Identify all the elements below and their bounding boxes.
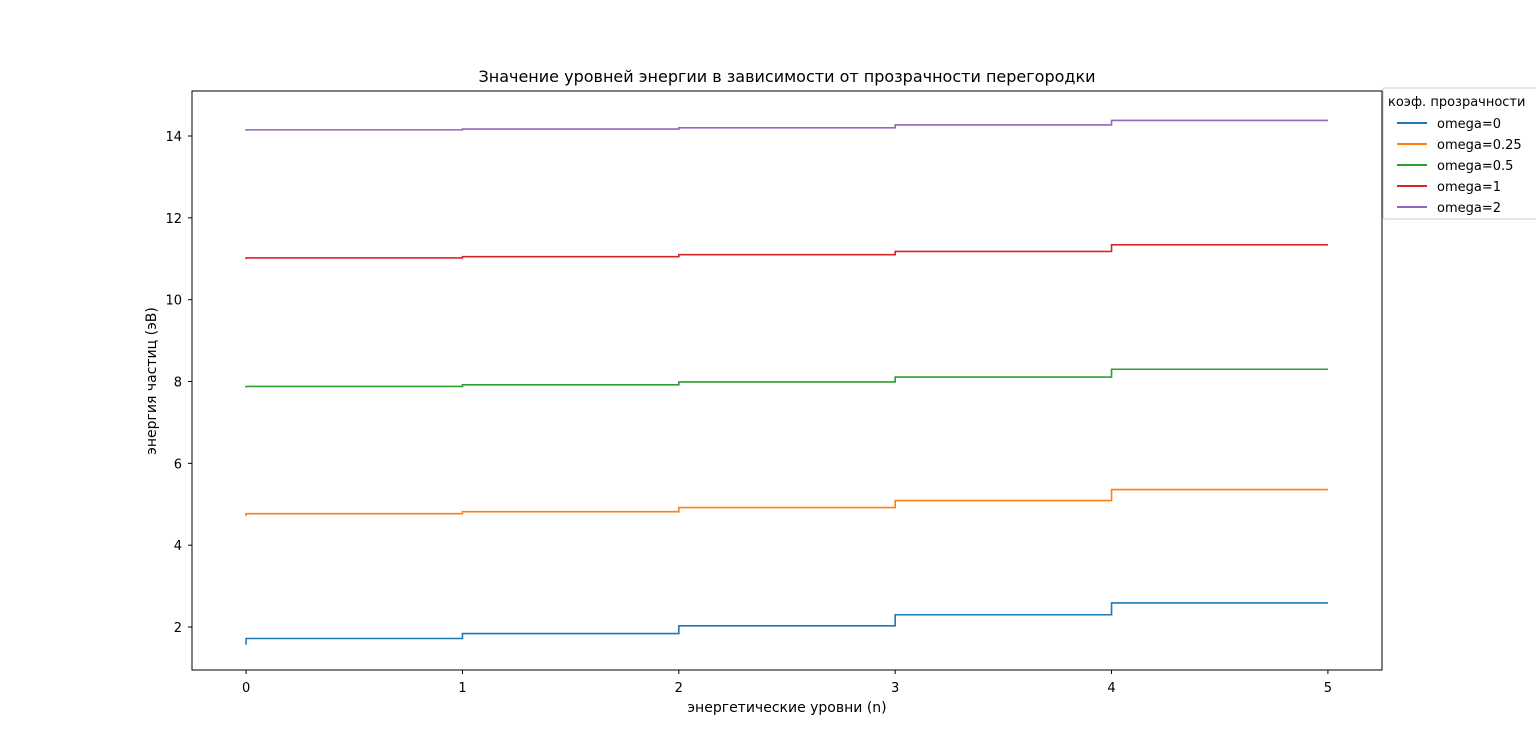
series-line-omega-0-25 [245,488,1328,517]
y-tick-label: 6 [174,457,182,472]
legend-item-label: omega=0.25 [1437,138,1522,153]
y-tick-label: 8 [174,376,182,391]
series-line-omega-2 [245,119,1328,131]
plot-frame [191,90,1383,671]
x-tick-label: 5 [1324,681,1332,696]
series-line-omega-1 [245,244,1328,260]
y-tick-label: 2 [174,621,182,636]
legend-item-label: omega=0.5 [1437,159,1513,174]
x-tick-label: 0 [242,681,250,696]
x-tick-label: 1 [458,681,466,696]
chart-title: Значение уровней энергии в зависимости о… [478,67,1095,86]
x-axis-label: энергетические уровни (n) [687,700,886,716]
series-line-omega-0-5 [245,368,1328,388]
x-tick-label: 3 [891,681,899,696]
y-tick-label: 12 [165,212,182,227]
y-axis-label: энергия частиц (эВ) [144,307,160,455]
y-tick-label: 14 [165,130,182,145]
y-tick-label: 4 [174,539,182,554]
legend-item-label: omega=1 [1437,180,1501,195]
series-line-omega-0 [245,602,1328,645]
legend: коэф. прозрачности omega=0 omega=0.25 omega… [1382,87,1536,220]
x-tick-label: 4 [1107,681,1115,696]
x-tick-label: 2 [675,681,683,696]
y-tick-label: 10 [165,294,182,309]
legend-item-label: omega=2 [1437,201,1501,216]
legend-title: коэф. прозрачности [1388,95,1525,110]
legend-item-label: omega=0 [1437,117,1501,132]
